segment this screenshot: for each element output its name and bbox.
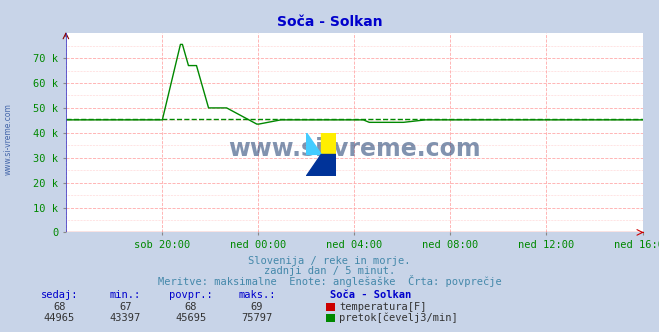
Text: 44965: 44965: [43, 313, 75, 323]
Text: 68: 68: [53, 302, 65, 312]
Polygon shape: [306, 133, 322, 154]
Text: 68: 68: [185, 302, 197, 312]
Text: www.si-vreme.com: www.si-vreme.com: [228, 137, 480, 161]
Polygon shape: [322, 133, 336, 154]
Text: 67: 67: [119, 302, 131, 312]
Text: temperatura[F]: temperatura[F]: [339, 302, 427, 312]
Text: 69: 69: [251, 302, 263, 312]
Text: povpr.:: povpr.:: [169, 290, 213, 300]
Polygon shape: [322, 154, 336, 176]
Text: zadnji dan / 5 minut.: zadnji dan / 5 minut.: [264, 266, 395, 276]
Text: 75797: 75797: [241, 313, 273, 323]
Text: Soča - Solkan: Soča - Solkan: [330, 290, 411, 300]
Polygon shape: [306, 154, 336, 176]
Text: Slovenija / reke in morje.: Slovenija / reke in morje.: [248, 256, 411, 266]
Text: www.si-vreme.com: www.si-vreme.com: [4, 104, 13, 175]
Text: maks.:: maks.:: [239, 290, 275, 300]
Text: Meritve: maksimalne  Enote: anglešaške  Črta: povprečje: Meritve: maksimalne Enote: anglešaške Čr…: [158, 275, 501, 287]
Text: pretok[čevelj3/min]: pretok[čevelj3/min]: [339, 313, 458, 323]
Text: 45695: 45695: [175, 313, 207, 323]
Text: sedaj:: sedaj:: [41, 290, 78, 300]
Text: Soča - Solkan: Soča - Solkan: [277, 15, 382, 29]
Text: 43397: 43397: [109, 313, 141, 323]
Text: min.:: min.:: [109, 290, 141, 300]
